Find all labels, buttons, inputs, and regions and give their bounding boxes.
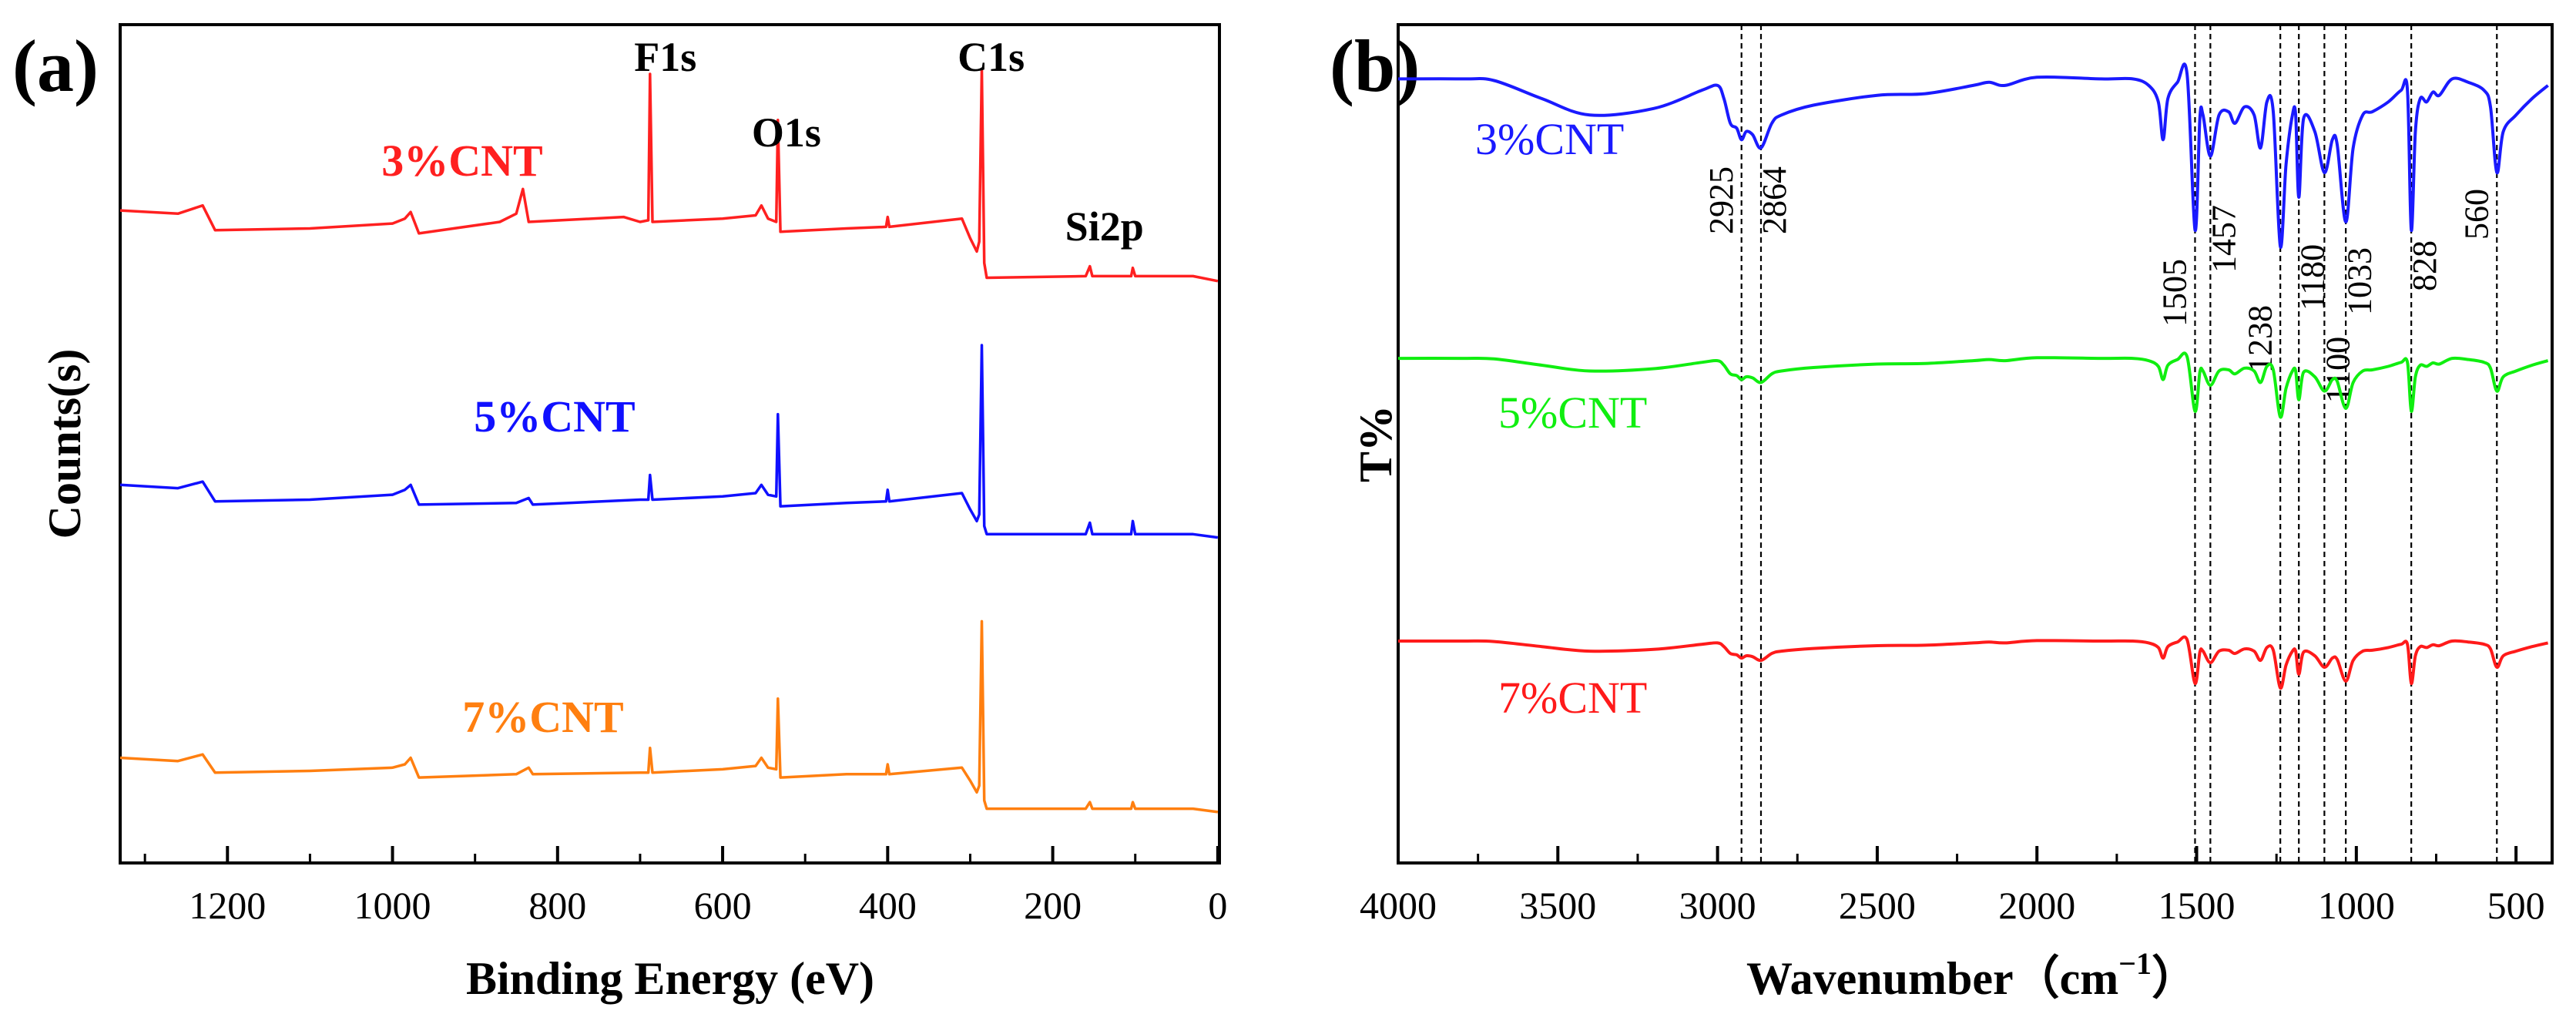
- x-label-suffix: ）: [2152, 952, 2198, 1004]
- panel-b-y-axis-label: T%: [1350, 405, 1401, 482]
- panel-a-xps: (a) 1200 1000 800 600 400 200 0 3%CNT 5%CNT 7%CN…: [12, 23, 1227, 1004]
- x-tick-label: 0: [1208, 884, 1227, 927]
- series-label: 3%CNT: [1475, 114, 1624, 164]
- series-label: 5%CNT: [1498, 388, 1647, 438]
- series-line-5pctcnt: [1397, 351, 2549, 419]
- x-tick-label: 1000: [354, 884, 431, 927]
- peak-wavenumber-label: 2925: [1702, 166, 1740, 234]
- x-tick-label: 4000: [1360, 884, 1437, 927]
- peak-wavenumber-label: 560: [2457, 189, 2495, 240]
- x-tick-label: 2000: [1998, 884, 2075, 927]
- peak-wavenumber-label: 828: [2406, 240, 2444, 291]
- peak-label: C1s: [958, 34, 1025, 80]
- series-label: 5%CNT: [474, 391, 635, 441]
- x-tick-label: 500: [2487, 884, 2545, 927]
- x-label-superscript: −1: [2118, 946, 2152, 981]
- panel-a-series: 3%CNT 5%CNT 7%CNT: [119, 67, 1219, 814]
- series-line-5pctcnt: [119, 344, 1219, 539]
- panel-b-x-axis-label: Wavenumber（cm−1）: [1746, 946, 2198, 1004]
- series-line-7pctcnt: [119, 619, 1219, 814]
- panel-b-label: (b): [1330, 25, 1420, 107]
- panel-a-x-axis-label: Binding Energy (eV): [466, 953, 874, 1004]
- x-tick-label: 800: [528, 884, 586, 927]
- peak-wavenumber-label: 1180: [2293, 244, 2331, 311]
- panel-a-axes-frame: [119, 23, 1221, 865]
- x-tick-label: 400: [859, 884, 917, 927]
- peak-wavenumber-label: 2864: [1756, 166, 1793, 234]
- peak-label: O1s: [752, 109, 821, 156]
- x-tick-label: 200: [1024, 884, 1082, 927]
- panel-b-axes-frame: [1397, 23, 2554, 865]
- series-label: 3%CNT: [381, 136, 542, 186]
- series-line-3pctcnt: [119, 67, 1219, 283]
- peak-wavenumber-label: 1033: [2340, 247, 2378, 315]
- series-label: 7%CNT: [462, 692, 623, 742]
- panel-b-series: 3%CNT 5%CNT 7%CNT: [1397, 62, 2549, 723]
- x-tick-label: 1500: [2158, 884, 2236, 927]
- panel-a-y-axis-label: Counts(s): [39, 349, 90, 539]
- x-tick-label: 1000: [2318, 884, 2395, 927]
- panel-a-label: (a): [12, 25, 99, 107]
- x-label-main: Wavenumber（cm: [1746, 952, 2118, 1004]
- panel-b-x-ticks: 4000 3500 3000 2500 2000 1500 1000 500: [1360, 846, 2545, 927]
- series-line-7pctcnt: [1397, 635, 2549, 690]
- peak-label: F1s: [634, 34, 696, 80]
- peak-wavenumber-label: 1505: [2156, 259, 2194, 327]
- panel-a-annotations: F1s O1s C1s Si2p: [634, 34, 1143, 250]
- peak-wavenumber-label: 1238: [2241, 305, 2279, 373]
- peak-wavenumber-label: 1457: [2205, 205, 2242, 273]
- x-tick-label: 3000: [1679, 884, 1756, 927]
- x-tick-label: 2500: [1839, 884, 1916, 927]
- panel-a-x-ticks: 1200 1000 800 600 400 200 0: [143, 846, 1227, 927]
- x-tick-label: 3500: [1519, 884, 1596, 927]
- series-label: 7%CNT: [1498, 673, 1647, 723]
- x-tick-label: 600: [694, 884, 752, 927]
- peak-label: Si2p: [1065, 203, 1144, 250]
- series-line-3pctcnt: [1397, 62, 2549, 249]
- x-tick-label: 1200: [189, 884, 266, 927]
